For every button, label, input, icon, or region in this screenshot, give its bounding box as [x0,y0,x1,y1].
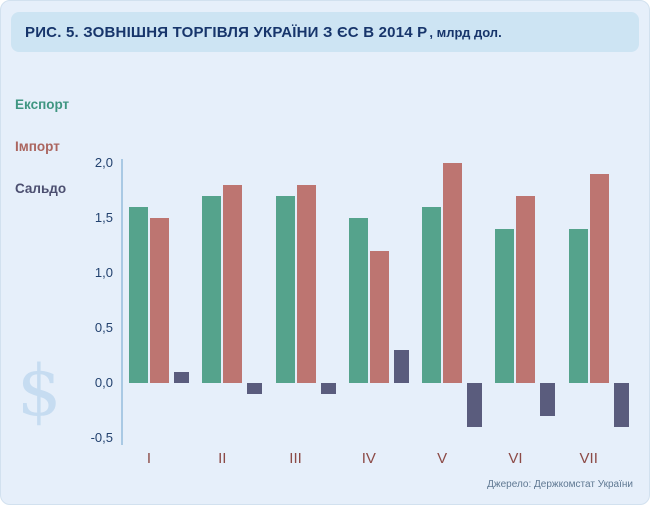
source-note: Джерело: Держкомстат України [487,479,633,490]
bar-import [150,218,169,383]
bar-import [223,185,243,383]
bar-eksport [129,207,148,383]
x-axis: I II III IV V VI VII [124,450,637,470]
x-axis-label: II [218,450,227,467]
figure-title: РИС. 5. ЗОВНІШНЯ ТОРГІВЛЯ УКРАЇНИ З ЄС В… [25,23,428,41]
legend-item-eksport: Експорт [15,97,70,112]
x-axis-label: V [437,450,448,467]
bar-eksport [275,196,295,383]
bar-import [516,196,536,383]
bar-import [443,163,463,383]
figure-title-bar: РИС. 5. ЗОВНІШНЯ ТОРГІВЛЯ УКРАЇНИ З ЄС В… [11,12,639,52]
y-tick-label: 0,0 [94,375,113,390]
plot-area [124,163,637,438]
y-tick-label: 2,0 [94,155,113,170]
x-axis-label: IV [361,450,376,467]
legend-item-saldo: Сальдо [15,181,67,196]
legend-item-import: Імпорт [15,139,60,154]
bar-saldo [247,383,263,394]
bar-eksport [422,207,442,383]
y-tick-label: 1,5 [94,210,113,225]
legend: Експорт Імпорт Сальдо [15,97,69,196]
bar-eksport [348,218,368,383]
bar-saldo [174,372,189,383]
figure-title-units: , млрд дол. [429,24,502,40]
y-axis: 2,0 1,5 1,0 0,5 0,0 -0,5 [1,155,113,445]
bar-saldo [320,383,336,394]
x-axis-label: VII [579,450,598,467]
x-axis-label: III [289,450,302,467]
bar-eksport [568,229,588,383]
bar-saldo [467,383,483,427]
y-axis-line [121,159,123,445]
bar-saldo [540,383,556,416]
y-tick-label: -0,5 [90,430,113,445]
bar-import [369,251,389,383]
y-tick-label: 1,0 [94,265,113,280]
bar-import [296,185,316,383]
x-axis-label: VI [508,450,523,467]
bar-saldo [393,350,409,383]
bar-eksport [495,229,515,383]
y-tick-label: 0,5 [94,320,113,335]
dollar-watermark: $ [17,350,62,432]
bar-eksport [202,196,222,383]
bar-import [589,174,609,383]
bar-saldo [613,383,629,427]
x-axis-label: I [146,450,152,467]
